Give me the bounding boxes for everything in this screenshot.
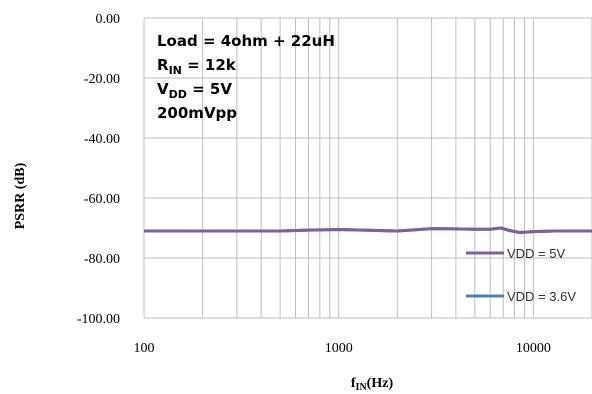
series-line bbox=[144, 226, 592, 234]
legend-label: VDD = 3.6V bbox=[507, 289, 576, 304]
annotation-amp: 200mVpp bbox=[157, 104, 237, 122]
gridlines bbox=[143, 17, 592, 319]
x-axis-title: fIN(Hz) bbox=[351, 376, 394, 393]
y-tick-label: -20.00 bbox=[84, 72, 120, 87]
y-tick-label: -100.00 bbox=[77, 312, 120, 327]
legend-label: VDD = 5V bbox=[507, 246, 565, 261]
series-lines bbox=[144, 226, 592, 234]
x-tick-label: 10000 bbox=[516, 341, 551, 356]
test-conditions: Load = 4ohm + 22uH RIN = 12k VDD = 5V 200mV… bbox=[157, 32, 335, 122]
x-tick-label: 1000 bbox=[325, 341, 353, 356]
y-tick-label: -80.00 bbox=[84, 252, 120, 267]
x-tick-labels: 100 1000 10000 bbox=[134, 341, 551, 356]
legend: VDD = 5V VDD = 3.6V bbox=[466, 246, 576, 304]
annotation-load: Load = 4ohm + 22uH bbox=[157, 32, 335, 50]
y-tick-label: 0.00 bbox=[96, 12, 121, 27]
y-tick-labels: 0.00 -20.00 -40.00 -60.00 -80.00 -100.00 bbox=[77, 12, 120, 327]
x-tick-label: 100 bbox=[134, 341, 155, 356]
y-tick-label: -60.00 bbox=[84, 192, 120, 207]
annotation-rin: RIN = 12k bbox=[157, 56, 237, 77]
y-tick-label: -40.00 bbox=[84, 132, 120, 147]
annotation-vdd: VDD = 5V bbox=[157, 80, 232, 101]
y-axis-title: PSRR (dB) bbox=[13, 162, 28, 229]
